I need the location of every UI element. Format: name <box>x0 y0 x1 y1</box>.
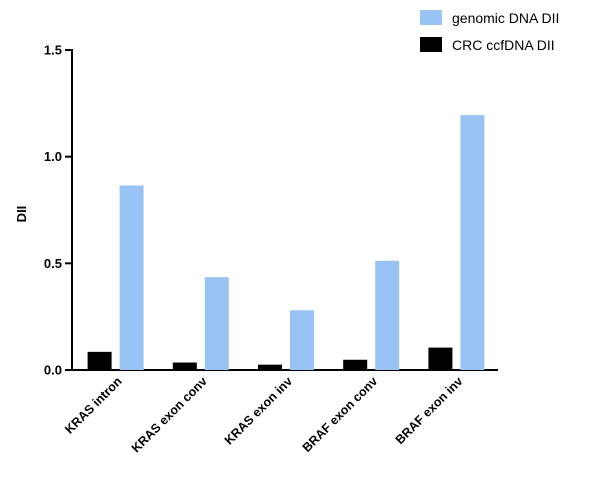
legend-label: genomic DNA DII <box>452 10 559 26</box>
bar-ccfdna-1 <box>172 362 197 370</box>
bar-ccfdna-2 <box>258 364 282 370</box>
legend-label: CRC ccfDNA DII <box>452 37 555 53</box>
legend-swatch <box>420 10 442 25</box>
bars <box>87 115 485 370</box>
bar-ccfdna-0 <box>87 351 112 370</box>
bar-genomic-4 <box>460 115 485 370</box>
legend: genomic DNA DII CRC ccfDNA DII <box>420 10 559 53</box>
bar-ccfdna-3 <box>343 359 368 370</box>
x-tick-label: BRAF exon inv <box>393 374 466 447</box>
legend-swatch <box>420 37 442 52</box>
y-tick-label: 1.0 <box>44 149 62 164</box>
y-tick-label: 0.5 <box>44 256 62 271</box>
y-ticks: 0.0 0.5 1.0 1.5 <box>44 43 72 378</box>
x-tick-label: KRAS exon conv <box>129 374 210 455</box>
bar-genomic-2 <box>290 310 314 370</box>
bar-genomic-3 <box>375 260 400 370</box>
x-tick-label: BRAF exon conv <box>300 374 381 455</box>
bar-genomic-0 <box>119 185 144 370</box>
y-tick-label: 1.5 <box>44 43 62 58</box>
x-tick-labels: KRAS intron KRAS exon conv KRAS exon inv BR… <box>62 374 465 455</box>
y-tick-label: 0.0 <box>44 363 62 378</box>
y-axis-label: DII <box>14 206 29 223</box>
x-tick-label: KRAS exon inv <box>222 374 295 447</box>
bar-ccfdna-4 <box>428 347 453 370</box>
x-tick-label: KRAS intron <box>62 374 124 436</box>
bar-genomic-1 <box>204 277 229 370</box>
